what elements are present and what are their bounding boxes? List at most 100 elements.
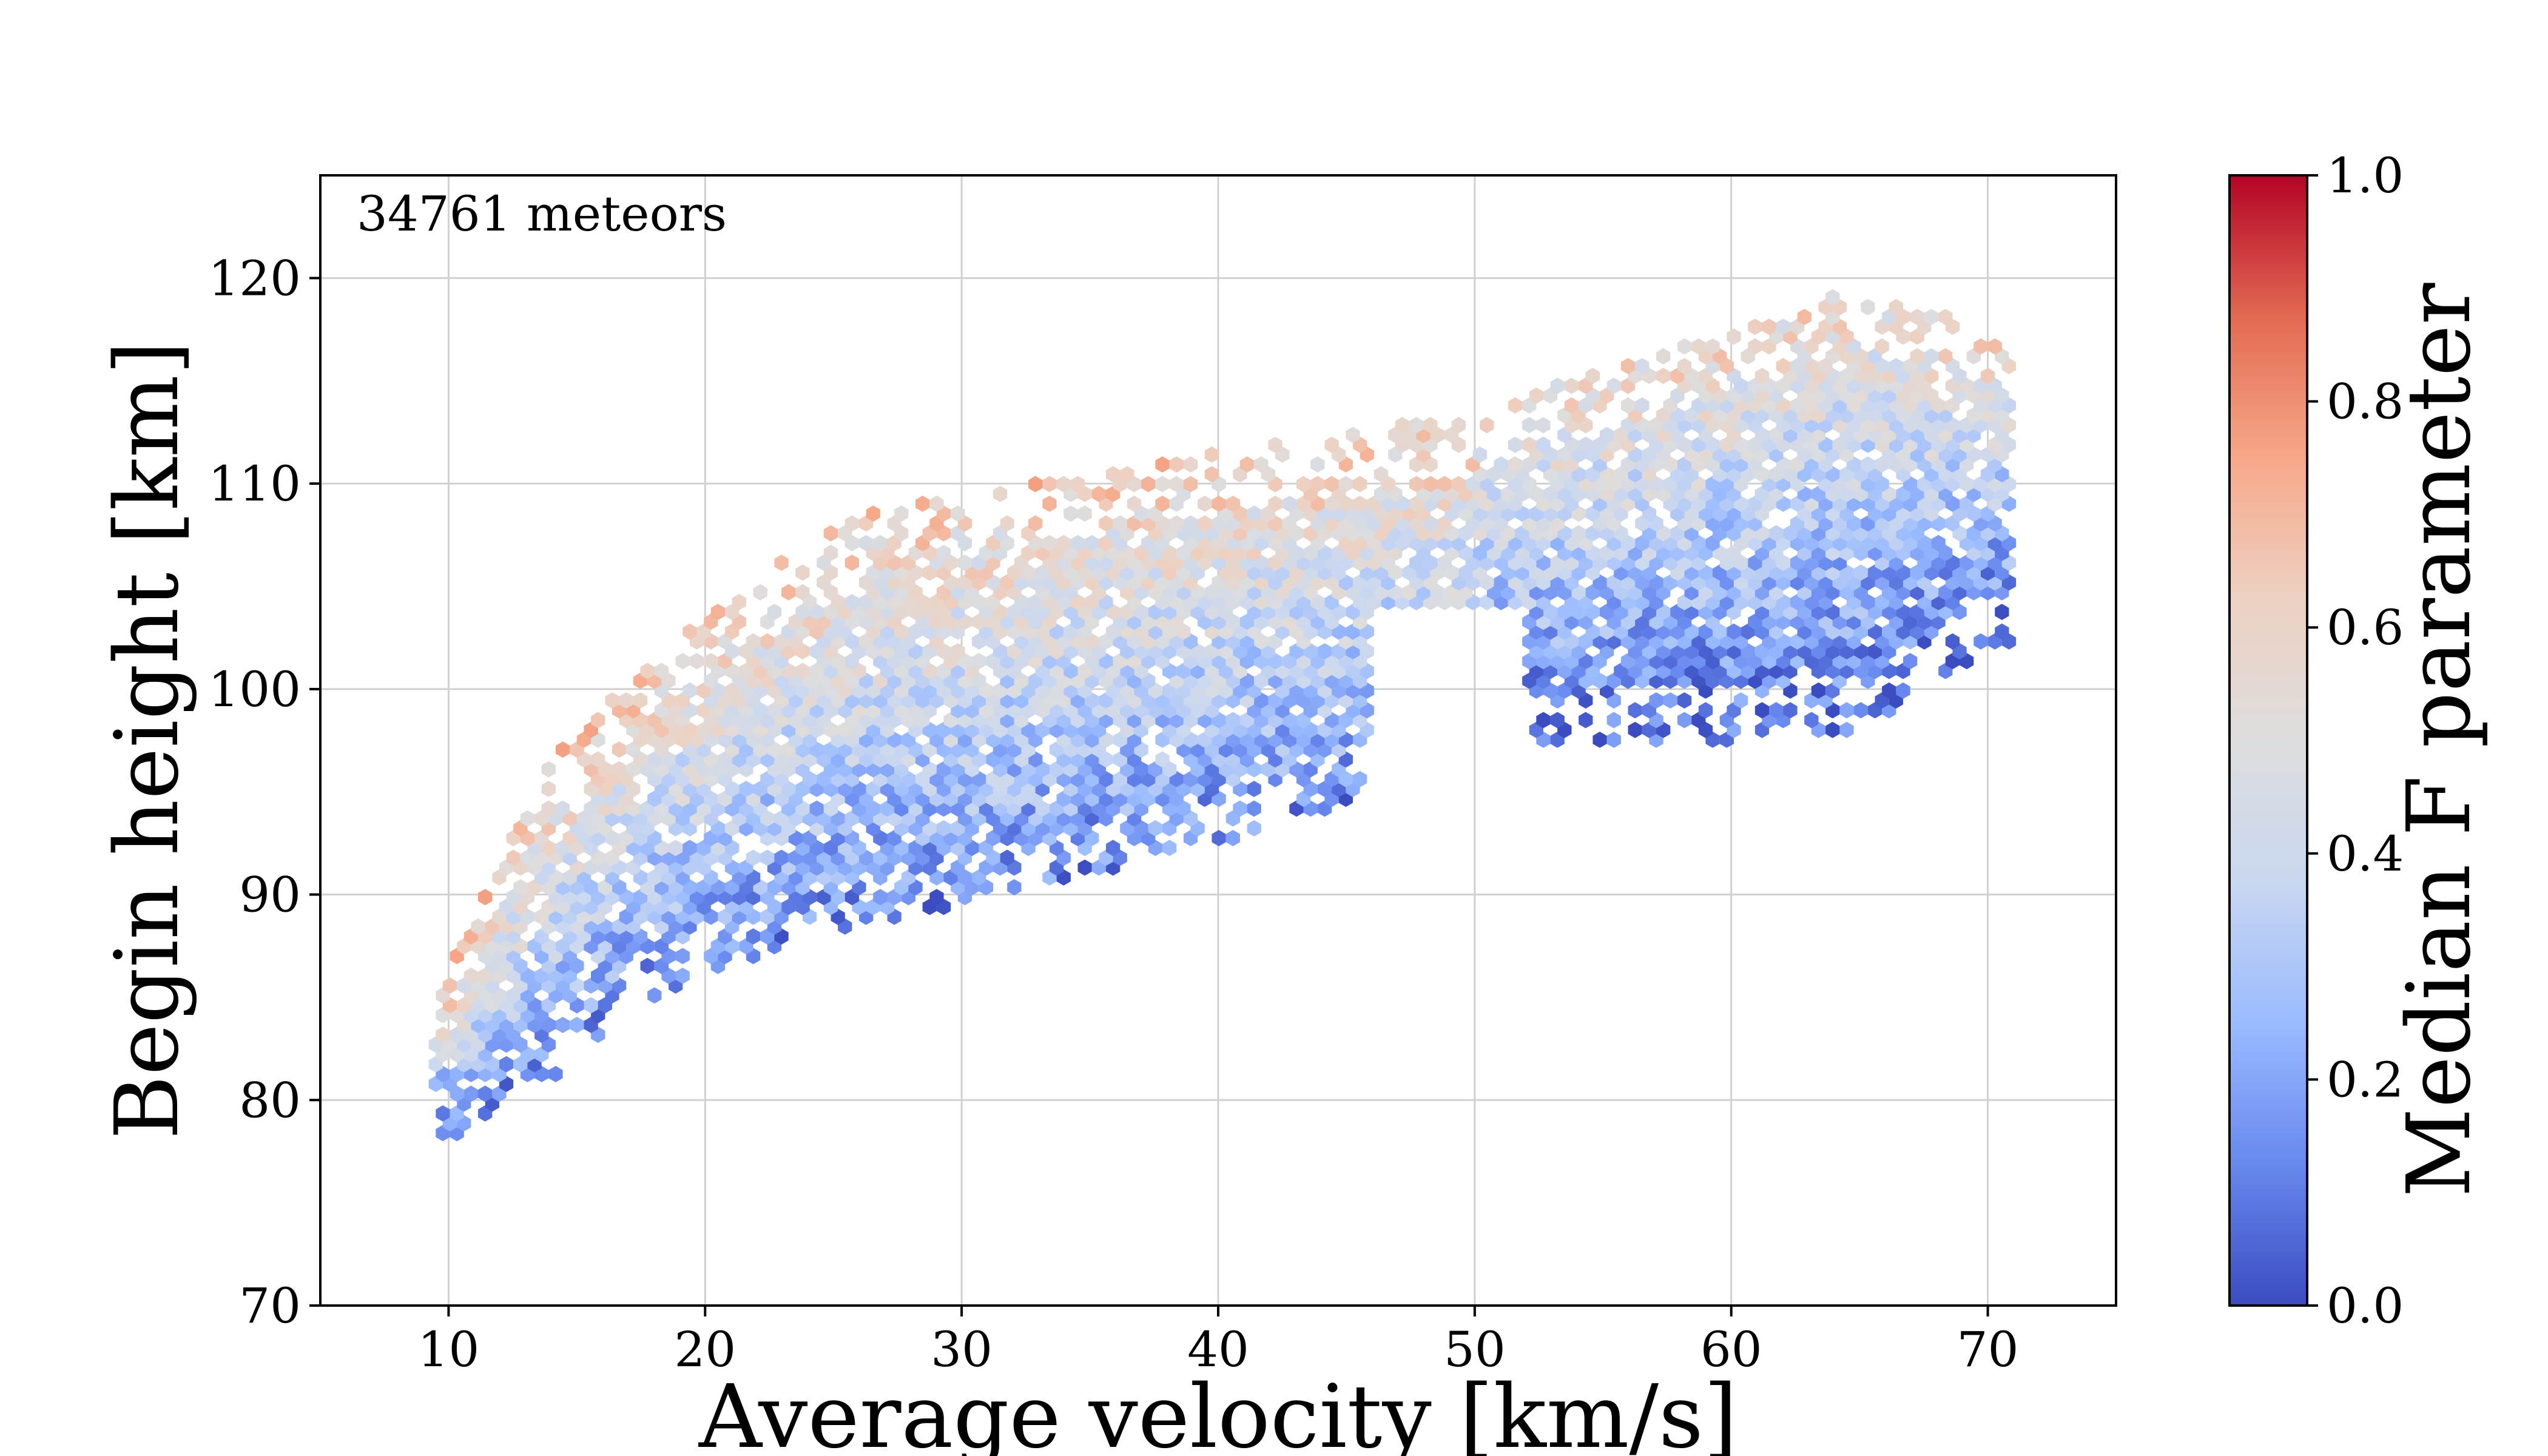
hex-cell [1338, 476, 1353, 493]
colorbar-tick-label-3: 0.6 [2327, 599, 2404, 656]
y-axis-label: Begin height [km] [96, 341, 198, 1140]
hex-cell [1437, 476, 1452, 493]
hex-cell [1571, 525, 1586, 542]
hex-cell [1769, 525, 1784, 542]
hex-cell [1148, 820, 1162, 837]
colorbar [2228, 174, 2308, 1307]
hex-cell [1423, 476, 1438, 493]
hex-cell [640, 662, 655, 679]
hex-cell [689, 653, 704, 670]
hex-cell [1677, 692, 1692, 709]
hex-cell [972, 653, 986, 670]
hexbin-cells [428, 289, 2017, 1142]
x-axis-label: Average velocity [km/s] [698, 1366, 1737, 1456]
colorbar-tick-label-4: 0.8 [2327, 374, 2404, 430]
hex-cell [844, 594, 859, 610]
hex-cell [1903, 653, 1918, 670]
hex-cell [1247, 800, 1261, 817]
hex-cell [1451, 476, 1466, 493]
hex-cell [1536, 436, 1551, 453]
hex-cell [612, 741, 627, 758]
hex-cell [753, 584, 767, 601]
hex-cell [1472, 446, 1487, 463]
hex-cell [1409, 476, 1424, 493]
hex-cell [1324, 436, 1339, 453]
hex-cell [1451, 417, 1466, 434]
hex-cell [1861, 298, 1875, 315]
x-tick-label-40: 40 [1187, 1321, 1249, 1378]
hex-cell [1063, 505, 1078, 522]
hex-cell [795, 662, 810, 679]
hex-cell [732, 594, 746, 610]
hex-cell [929, 496, 944, 512]
hex-cell [1748, 338, 1762, 355]
hex-cell [1155, 496, 1170, 512]
hex-cell [1056, 476, 1071, 493]
hex-cell [1585, 368, 1600, 385]
hex-cell [1155, 476, 1170, 493]
hex-cell [1070, 476, 1085, 493]
hex-cell [1204, 446, 1219, 463]
hex-cell [710, 604, 726, 621]
hex-cell [1663, 692, 1677, 709]
y-tick-label-80: 80 [239, 1072, 301, 1128]
hex-cell [654, 662, 669, 679]
hex-cell [929, 889, 944, 906]
hex-cell [1825, 721, 1840, 738]
hex-cell [647, 987, 662, 1004]
hex-cell [1480, 417, 1494, 434]
hex-cell [1508, 397, 1523, 414]
hex-cell [859, 534, 874, 551]
hex-cell [436, 1105, 450, 1122]
hex-cell [781, 584, 796, 601]
hex-cell [1239, 456, 1255, 473]
hex-cell [520, 810, 535, 827]
hex-cell [1973, 633, 1988, 650]
hex-cell [1677, 338, 1692, 355]
hex-cell [1550, 377, 1565, 394]
hex-cell [1373, 466, 1389, 483]
hex-cell [1204, 466, 1219, 483]
hex-cell [584, 997, 598, 1014]
hex-cell [1028, 476, 1043, 493]
colorbar-tick-label-1: 0.2 [2327, 1051, 2404, 1108]
hex-cell [612, 761, 627, 778]
hex-cell [1938, 309, 1953, 325]
hex-cell [1042, 496, 1057, 512]
hex-cell [1077, 505, 1092, 522]
hex-cell [1028, 515, 1043, 532]
hex-cell [1938, 348, 1953, 365]
hex-cell [1000, 849, 1014, 866]
hex-cell [1198, 515, 1212, 532]
hex-cell [1839, 721, 1854, 738]
hex-cell [1225, 496, 1240, 512]
hex-cell [1797, 309, 1812, 325]
hex-cell [675, 968, 690, 984]
x-tick-label-10: 10 [418, 1321, 480, 1378]
hex-cell [1776, 318, 1790, 335]
hex-cell [1091, 485, 1106, 502]
hex-cell [1579, 436, 1593, 453]
hex-cell [633, 692, 648, 709]
y-tick-label-70: 70 [239, 1278, 301, 1334]
hex-cell [1106, 840, 1121, 857]
hex-cell [936, 820, 951, 837]
hex-cell [1409, 417, 1424, 434]
hex-cell [704, 653, 718, 670]
hex-cell [675, 948, 690, 965]
hex-cell [478, 1085, 493, 1102]
hex-cell [1924, 348, 1939, 365]
hex-cell [1268, 436, 1282, 453]
y-tick-label-90: 90 [239, 867, 301, 923]
hex-cell [1042, 534, 1057, 551]
hex-cell [1317, 643, 1332, 659]
hex-cell [1155, 751, 1170, 768]
hex-cell [1635, 358, 1650, 374]
hex-cell [746, 928, 761, 945]
hex-cell [682, 623, 697, 640]
hex-cell [436, 1026, 450, 1043]
hex-cell [1579, 712, 1593, 729]
hex-cell [463, 968, 479, 984]
hex-cell [795, 564, 810, 581]
hex-cell [746, 849, 761, 866]
